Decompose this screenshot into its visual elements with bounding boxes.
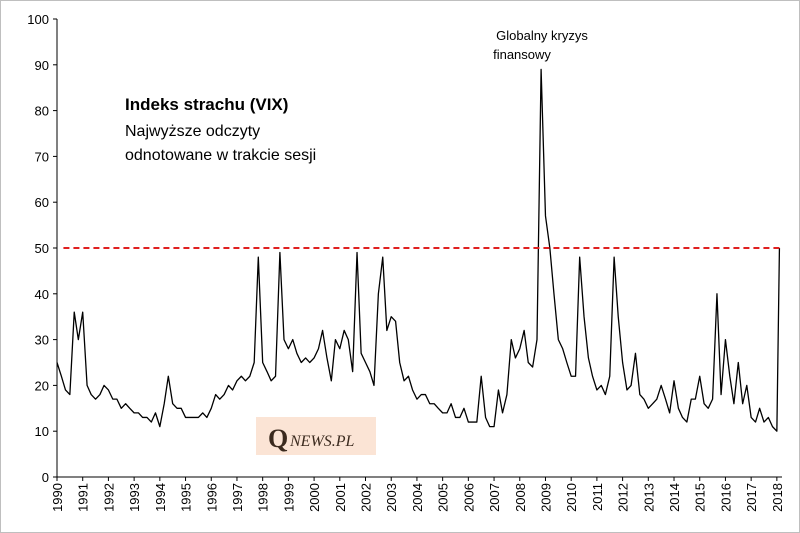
x-tick-label: 1995 xyxy=(179,483,194,512)
x-tick-label: 2007 xyxy=(487,483,502,512)
x-tick-label: 2014 xyxy=(667,483,682,512)
logo-initial: Q xyxy=(268,424,288,453)
x-tick-label: 1991 xyxy=(76,483,91,512)
x-tick-label: 2001 xyxy=(333,483,348,512)
y-tick-label: 10 xyxy=(35,424,49,439)
x-tick-label: 2013 xyxy=(641,483,656,512)
x-tick-label: 1993 xyxy=(127,483,142,512)
x-tick-label: 2010 xyxy=(564,483,579,512)
x-tick-label: 1994 xyxy=(153,483,168,512)
x-tick-label: 1990 xyxy=(50,483,65,512)
line-series xyxy=(56,68,781,432)
subtitle: Najwyższe odczyty xyxy=(125,123,260,140)
chart-title: Indeks strachu (VIX) xyxy=(125,95,288,114)
annotation: finansowy xyxy=(493,47,551,62)
x-tick-label: 2015 xyxy=(693,483,708,512)
y-tick-label: 30 xyxy=(35,333,49,348)
x-tick-label: 1998 xyxy=(256,483,271,512)
x-tick-label: 2003 xyxy=(384,483,399,512)
y-tick-label: 60 xyxy=(35,195,49,210)
x-tick-label: 1999 xyxy=(281,483,296,512)
x-tick-label: 1992 xyxy=(101,483,116,512)
y-tick-label: 100 xyxy=(27,12,49,27)
y-tick-label: 80 xyxy=(35,104,49,119)
x-tick-label: 2016 xyxy=(718,483,733,512)
x-tick-label: 1997 xyxy=(230,483,245,512)
y-tick-label: 0 xyxy=(42,470,49,485)
x-tick-label: 2002 xyxy=(359,483,374,512)
x-tick-label: 2004 xyxy=(410,483,425,512)
x-tick-label: 2017 xyxy=(744,483,759,512)
logo-text: NEWS.PL xyxy=(289,433,355,450)
annotation: Globalny kryzys xyxy=(496,28,588,43)
x-tick-label: 2005 xyxy=(436,483,451,512)
x-tick-label: 2008 xyxy=(513,483,528,512)
y-tick-label: 90 xyxy=(35,58,49,73)
subtitle: odnotowane w trakcie sesji xyxy=(125,147,316,164)
y-tick-label: 50 xyxy=(35,241,49,256)
x-tick-label: 2009 xyxy=(538,483,553,512)
logo-box xyxy=(256,417,376,455)
x-tick-label: 2011 xyxy=(590,483,605,511)
x-tick-label: 2000 xyxy=(307,483,322,512)
y-tick-label: 40 xyxy=(35,287,49,302)
x-tick-label: 2006 xyxy=(461,483,476,512)
x-tick-label: 1996 xyxy=(204,483,219,512)
x-tick-label: 2012 xyxy=(616,483,631,512)
y-tick-label: 20 xyxy=(35,378,49,393)
x-tick-label: 2018 xyxy=(770,483,785,512)
y-tick-label: 70 xyxy=(35,149,49,164)
